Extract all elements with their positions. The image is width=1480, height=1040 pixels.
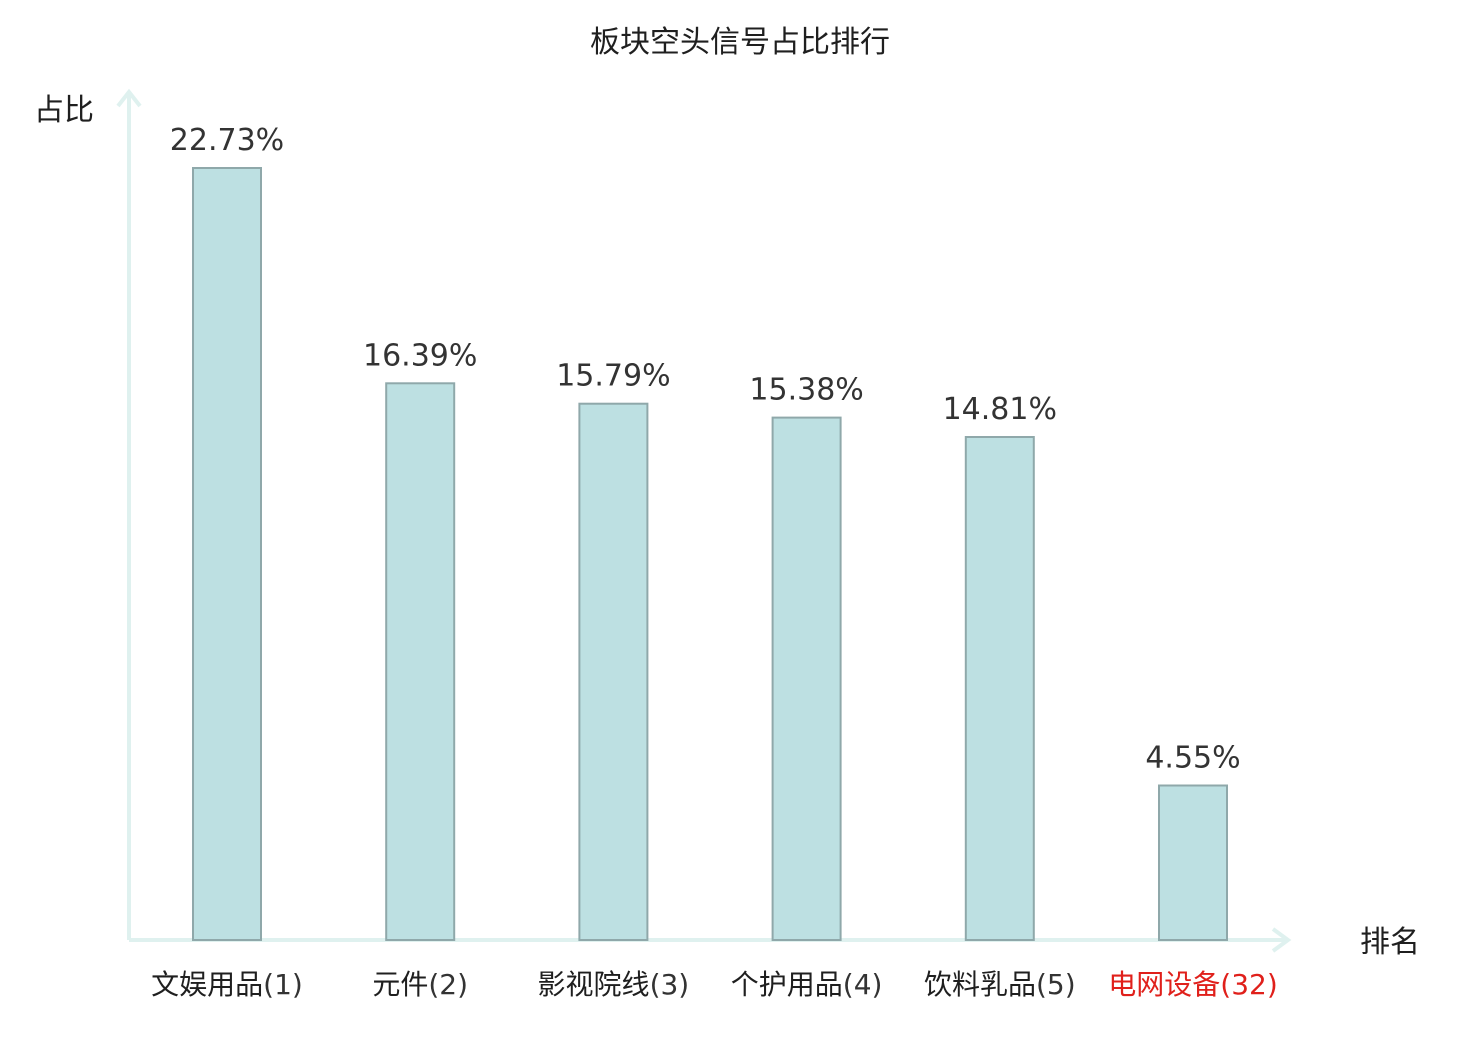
category-rank: (3) (650, 968, 690, 1001)
bar-2 (385, 382, 456, 941)
category-label-1: 文娱用品(1) (151, 968, 303, 1001)
category-rank: (32) (1220, 968, 1277, 1001)
x-axis (129, 927, 1292, 953)
category-name: 个护用品 (731, 968, 843, 1001)
value-label-1: 22.73% (170, 123, 284, 158)
category-name: 影视院线 (538, 968, 650, 1001)
value-labels: 22.73% 16.39% 15.79% 15.38% 14.81% 4.55% (170, 123, 1241, 776)
bar-6 (1158, 784, 1228, 941)
category-rank: (4) (843, 968, 883, 1001)
chart-title: 板块空头信号占比排行 (590, 25, 890, 60)
value-label-3: 15.79% (556, 359, 670, 394)
bars (192, 167, 1228, 942)
value-label-4: 15.38% (749, 373, 863, 408)
bar-1 (192, 167, 262, 941)
category-label-6: 电网设备(32) (1108, 968, 1278, 1001)
category-name: 电网设备 (1108, 968, 1220, 1001)
category-labels: 文娱用品(1) 元件(2) 影视院线(3) 个护用品(4) 饮料乳品(5) 电网设备(32… (151, 968, 1278, 1001)
category-label-2: 元件(2) (372, 968, 468, 1001)
value-label-5: 14.81% (943, 392, 1057, 427)
bar-5 (964, 436, 1035, 941)
category-name: 元件 (372, 968, 428, 1001)
x-axis-title: 排名 (1360, 925, 1420, 960)
value-label-2: 16.39% (363, 338, 477, 373)
bar-3 (578, 402, 649, 941)
category-rank: (2) (428, 968, 468, 1001)
category-rank: (1) (263, 968, 303, 1001)
value-label-6: 4.55% (1145, 741, 1240, 776)
category-label-4: 个护用品(4) (731, 968, 883, 1001)
category-name: 饮料乳品 (924, 968, 1036, 1001)
category-label-3: 影视院线(3) (538, 968, 690, 1001)
bar-4 (771, 416, 842, 942)
category-name: 文娱用品 (151, 968, 263, 1001)
y-axis-title: 占比 (34, 93, 94, 128)
y-axis (116, 88, 142, 940)
category-rank: (5) (1036, 968, 1076, 1001)
category-label-5: 饮料乳品(5) (924, 968, 1076, 1001)
